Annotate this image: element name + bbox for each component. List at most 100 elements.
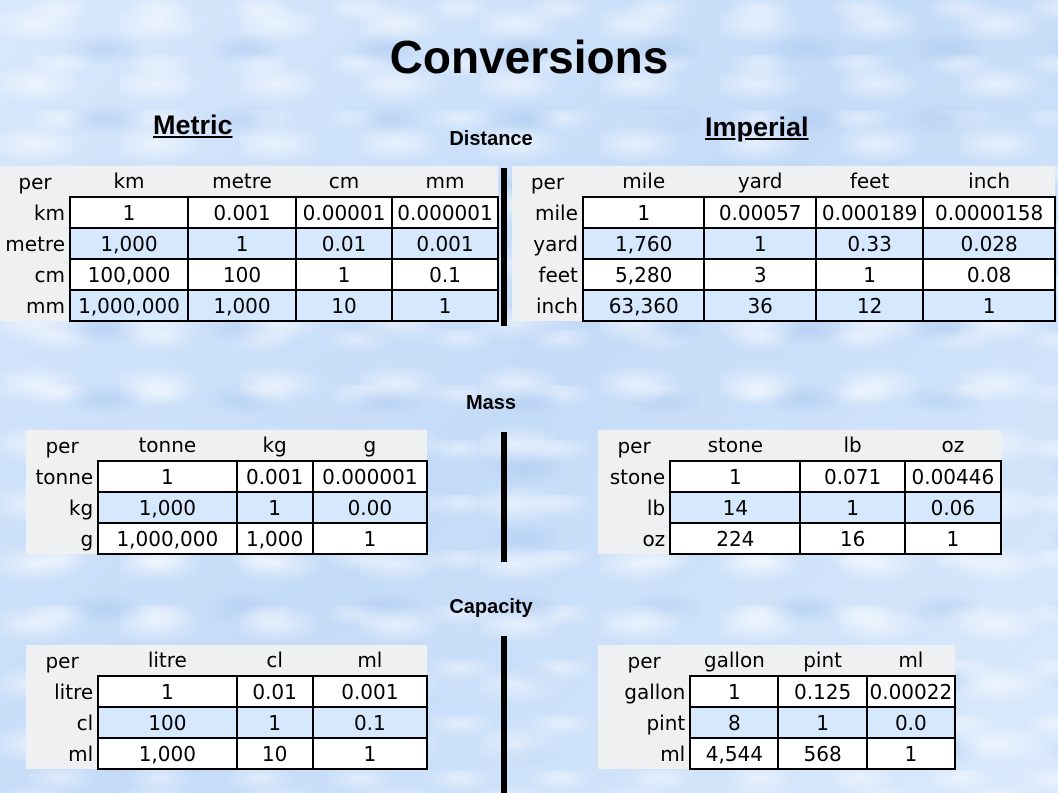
- distance-divider: [501, 168, 507, 326]
- row-label: yard: [512, 228, 583, 259]
- column-header: per: [26, 645, 99, 676]
- table-cell: 1: [799, 491, 906, 524]
- column-header: mm: [392, 166, 498, 197]
- column-header: yard: [704, 166, 816, 197]
- table-row: metre 1,000 1 0.01 0.001: [0, 227, 499, 260]
- table-cell: 100,000: [69, 258, 189, 291]
- table-cell: 1: [689, 675, 780, 708]
- table-cell: 0.000001: [311, 460, 429, 493]
- table-row: tonne 1 0.001 0.000001: [26, 460, 429, 493]
- table-cell: 568: [777, 737, 868, 770]
- column-header: per: [0, 166, 70, 197]
- table-cell: 1,000: [69, 227, 189, 260]
- table-cell: 0.08: [922, 258, 1056, 291]
- row-label: inch: [512, 290, 583, 321]
- table-row: oz 224 16 1: [598, 522, 1003, 555]
- table-cell: 3: [703, 258, 817, 291]
- table-cell: 1,760: [581, 227, 706, 260]
- table-row: mile 1 0.00057 0.000189 0.0000158: [512, 196, 1056, 229]
- table-cell: 0.00446: [903, 460, 1003, 493]
- table-cell: 0.001: [311, 675, 429, 708]
- header-row: per stone lb oz: [598, 430, 1001, 461]
- mass-metric-table: per tonne kg g tonne 1 0.001 0.000001 kg 1,000 1 0.…: [26, 430, 429, 555]
- column-header: lb: [800, 430, 905, 461]
- table-cell: 1: [311, 522, 429, 555]
- table-cell: 1: [391, 289, 499, 322]
- column-header: metre: [188, 166, 296, 197]
- table-cell: 0.1: [311, 706, 429, 739]
- table-row: litre 1 0.01 0.001: [26, 675, 429, 708]
- table-row: ml 1,000 10 1: [26, 737, 429, 770]
- header-row: per gallon pint ml: [598, 645, 955, 676]
- table-cell: 0.00001: [295, 196, 393, 229]
- table-cell: 0.01: [295, 227, 393, 260]
- table-cell: 1: [97, 460, 238, 493]
- table-cell: 1: [69, 196, 189, 229]
- table-row: feet 5,280 3 1 0.08: [512, 258, 1056, 291]
- table-cell: 0.06: [903, 491, 1003, 524]
- table-cell: 1,000,000: [97, 522, 238, 555]
- table-cell: 1: [865, 737, 957, 770]
- table-cell: 1: [581, 196, 706, 229]
- table-row: g 1,000,000 1,000 1: [26, 522, 429, 555]
- table-cell: 0.0000158: [922, 196, 1056, 229]
- row-label: ml: [598, 738, 691, 769]
- metric-heading: Metric: [153, 110, 233, 140]
- column-header: per: [26, 430, 99, 461]
- column-header: oz: [904, 430, 1001, 461]
- row-label: stone: [598, 461, 671, 492]
- table-cell: 100: [187, 258, 297, 291]
- table-row: mm 1,000,000 1,000 10 1: [0, 289, 499, 322]
- table-cell: 0.00: [311, 491, 429, 524]
- row-label: cm: [0, 259, 70, 290]
- table-cell: 1: [903, 522, 1003, 555]
- column-header: gallon: [690, 645, 779, 676]
- header-row: per mile yard feet inch: [512, 166, 1055, 197]
- mass-section-label: Mass: [465, 392, 517, 414]
- column-header: per: [512, 166, 583, 197]
- table-cell: 1: [235, 491, 314, 524]
- header-row: per litre cl ml: [26, 645, 427, 676]
- column-header: ml: [866, 645, 955, 676]
- capacity-divider: [501, 636, 507, 793]
- table-cell: 1: [922, 289, 1056, 322]
- column-header: km: [70, 166, 188, 197]
- page-title: Conversions: [389, 31, 669, 83]
- table-row: gallon 1 0.125 0.00022: [598, 675, 957, 708]
- table-cell: 0.00057: [703, 196, 817, 229]
- distance-section-label: Distance: [449, 128, 533, 150]
- column-header: cm: [296, 166, 392, 197]
- table-cell: 12: [814, 289, 925, 322]
- table-cell: 8: [689, 706, 780, 739]
- table-cell: 0.001: [391, 227, 499, 260]
- table-row: stone 1 0.071 0.00446: [598, 460, 1003, 493]
- table-cell: 1: [311, 737, 429, 770]
- capacity-imperial-table: per gallon pint ml gallon 1 0.125 0.00022 pint 8 1…: [598, 645, 957, 770]
- column-header: stone: [670, 430, 801, 461]
- table-row: kg 1,000 1 0.00: [26, 491, 429, 524]
- table-cell: 0.33: [814, 227, 925, 260]
- column-header: mile: [582, 166, 705, 197]
- table-row: cl 100 1 0.1: [26, 706, 429, 739]
- row-label: pint: [598, 707, 691, 738]
- capacity-section-label: Capacity: [449, 596, 533, 618]
- table-cell: 1: [777, 706, 868, 739]
- table-cell: 0.000001: [391, 196, 499, 229]
- table-cell: 1: [97, 675, 238, 708]
- row-label: g: [26, 523, 99, 554]
- table-row: inch 63,360 36 12 1: [512, 289, 1056, 322]
- table-cell: 16: [799, 522, 906, 555]
- table-row: ml 4,544 568 1: [598, 737, 957, 770]
- table-cell: 224: [669, 522, 802, 555]
- row-label: kg: [26, 492, 99, 523]
- table-row: pint 8 1 0.0: [598, 706, 957, 739]
- row-label: mm: [0, 290, 70, 321]
- row-label: feet: [512, 259, 583, 290]
- table-cell: 0.0: [865, 706, 957, 739]
- table-cell: 36: [703, 289, 817, 322]
- table-cell: 0.125: [777, 675, 868, 708]
- table-cell: 1: [235, 706, 314, 739]
- table-cell: 0.01: [235, 675, 314, 708]
- table-cell: 1,000,000: [69, 289, 189, 322]
- distance-imperial-table: per mile yard feet inch mile 1 0.00057 0.000189 0…: [512, 166, 1056, 322]
